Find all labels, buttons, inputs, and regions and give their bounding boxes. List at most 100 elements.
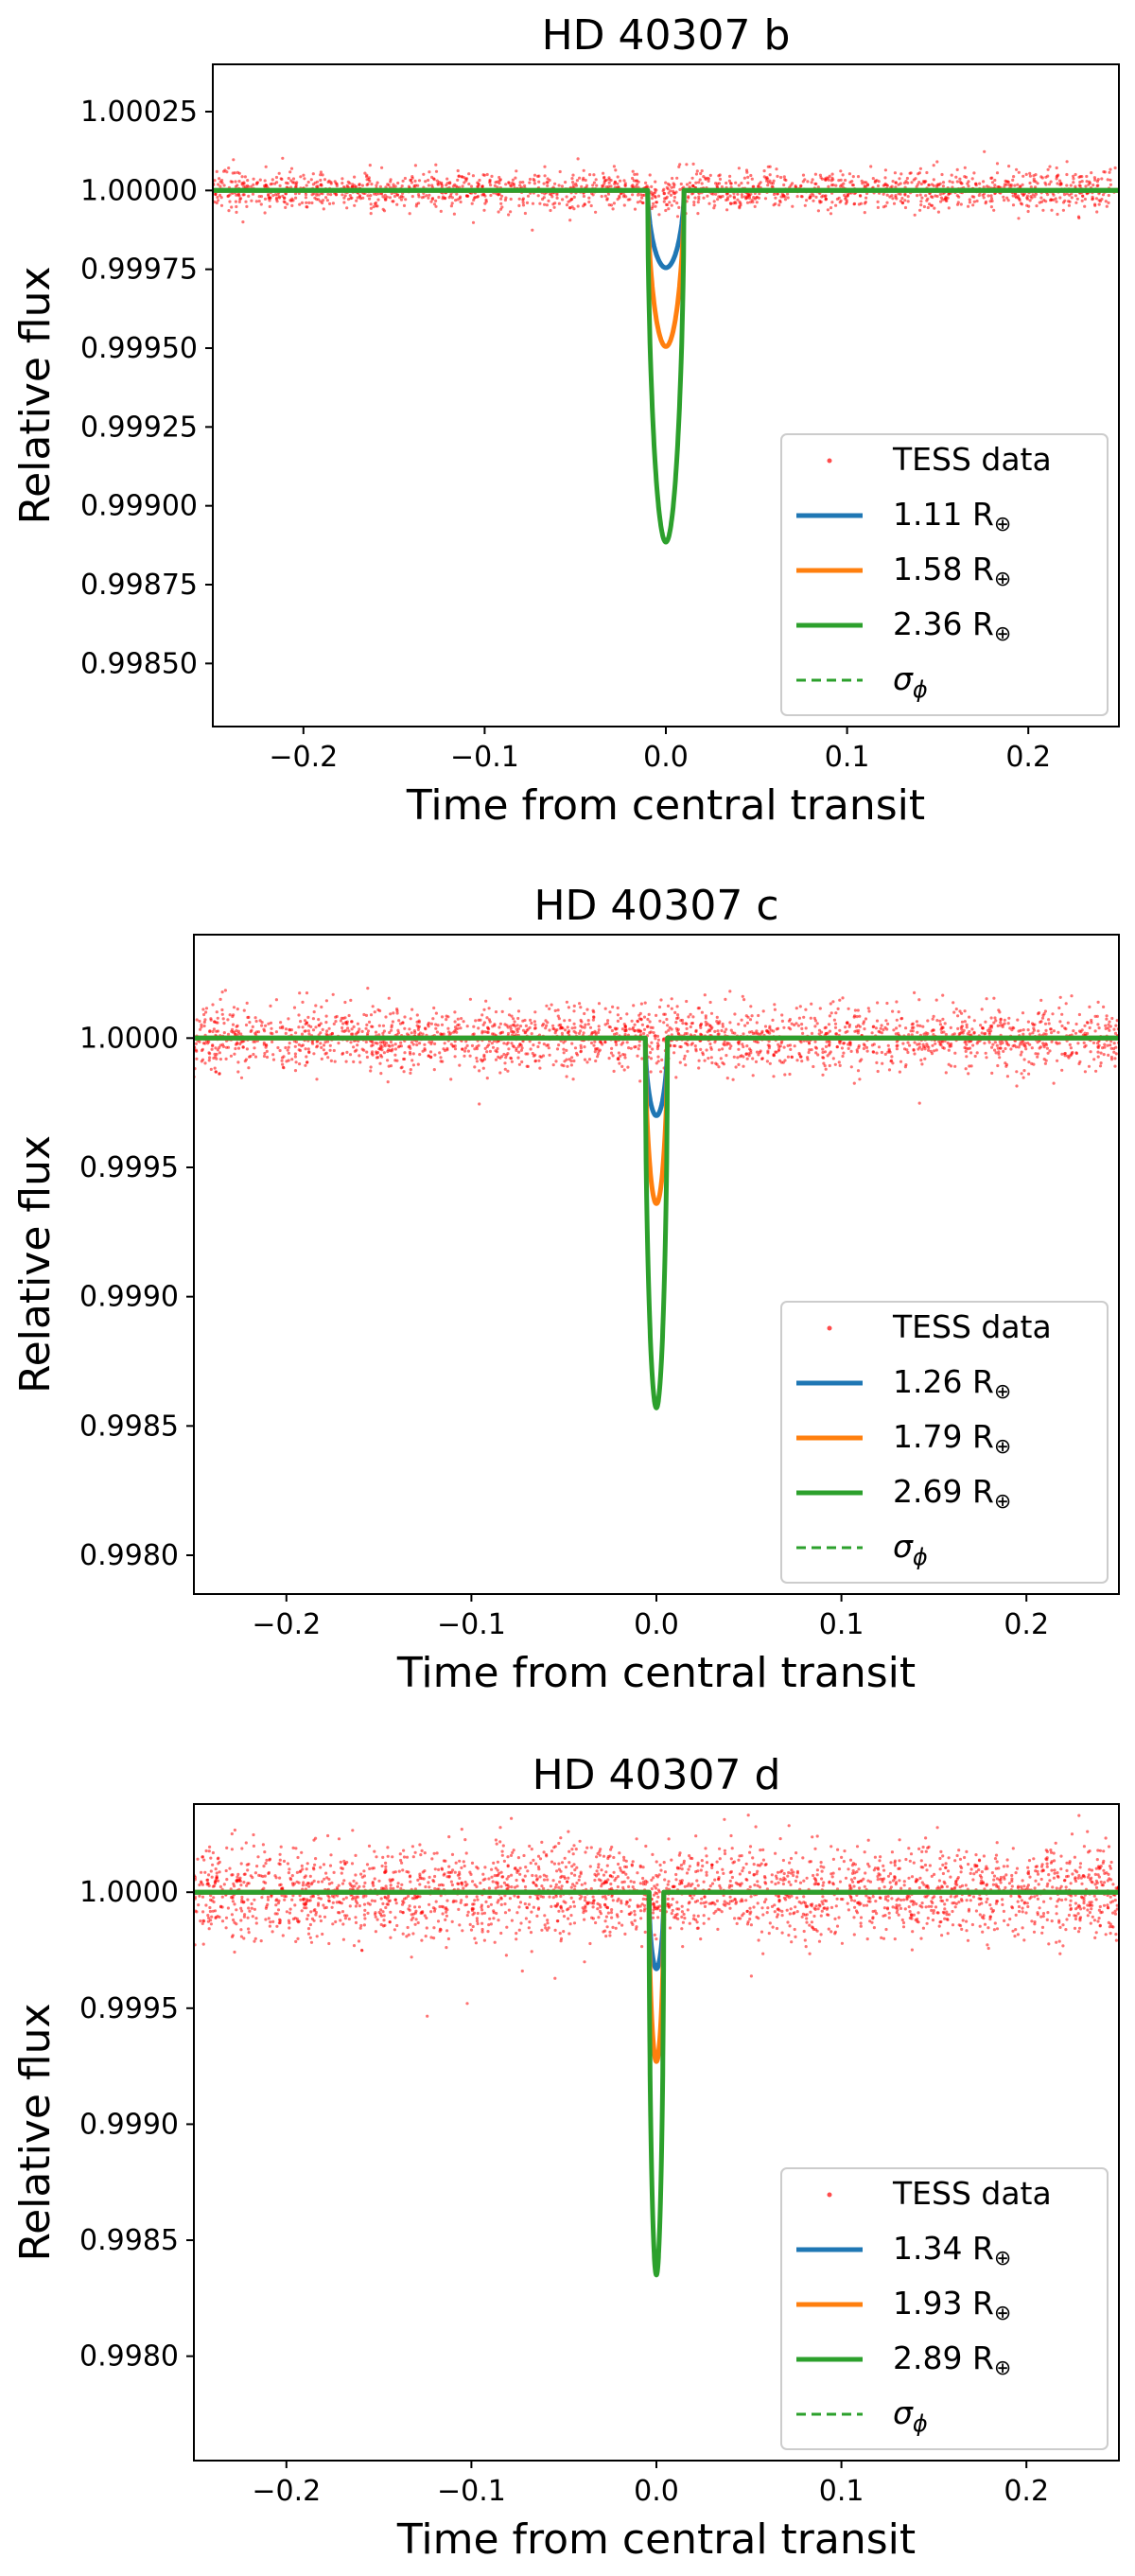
tess-data-point <box>216 1022 218 1025</box>
tess-data-point <box>412 1063 415 1066</box>
tess-data-point <box>812 194 814 197</box>
tess-data-point <box>829 1014 831 1017</box>
tess-data-point <box>247 1927 250 1930</box>
tess-data-point <box>723 1043 725 1046</box>
tess-data-point <box>543 166 546 168</box>
tess-data-point <box>910 1852 913 1855</box>
tess-data-point <box>398 1870 401 1873</box>
tess-data-point <box>378 1062 381 1065</box>
tess-data-point <box>1022 1077 1025 1079</box>
tess-data-point <box>379 1072 382 1075</box>
tess-data-point <box>1068 204 1071 207</box>
tess-data-point <box>613 1033 616 1036</box>
tess-data-point <box>632 170 635 173</box>
tess-data-point <box>994 1019 997 1022</box>
tess-data-point <box>329 1853 332 1856</box>
tess-data-point <box>663 201 666 203</box>
tess-data-point <box>955 1008 958 1010</box>
tess-data-point <box>333 1871 336 1874</box>
tess-data-point <box>906 182 909 184</box>
tess-data-point <box>479 1019 481 1022</box>
tess-data-point <box>343 1001 346 1004</box>
tess-data-point <box>1114 1032 1117 1035</box>
tess-data-point <box>488 1007 491 1009</box>
tess-data-point <box>999 1043 1002 1045</box>
tess-data-point <box>395 1060 398 1062</box>
tess-data-point <box>1113 1042 1116 1044</box>
tess-data-point <box>524 212 527 215</box>
tess-data-point <box>1113 1057 1116 1060</box>
tess-data-point <box>314 1004 317 1007</box>
tess-data-point <box>989 1025 992 1027</box>
tess-data-point <box>600 1042 602 1044</box>
tess-data-point <box>349 194 352 197</box>
tess-data-point <box>323 1043 325 1046</box>
tess-data-point <box>742 1032 744 1035</box>
tess-data-point <box>213 1021 216 1024</box>
tess-data-point <box>888 196 891 199</box>
tess-data-point <box>550 1861 553 1864</box>
tess-data-point <box>638 1079 641 1082</box>
tess-data-point <box>705 1014 707 1017</box>
tess-data-point <box>768 1026 771 1029</box>
tess-data-point <box>933 178 935 181</box>
tess-data-point <box>942 184 945 187</box>
tess-data-point <box>598 1002 601 1005</box>
tess-data-point <box>305 196 307 199</box>
tess-data-point <box>899 1071 901 1074</box>
tess-data-point <box>368 180 371 183</box>
tess-data-point <box>910 171 913 174</box>
tess-data-point <box>608 1934 611 1936</box>
tess-data-point <box>402 180 405 183</box>
tess-data-point <box>252 1053 254 1056</box>
tess-data-point <box>250 1030 253 1033</box>
tess-data-point <box>1023 1058 1026 1060</box>
tess-data-point <box>1039 1046 1041 1049</box>
tess-data-point <box>996 171 999 174</box>
tess-data-point <box>288 1912 291 1915</box>
tess-data-point <box>1027 205 1030 208</box>
tess-data-point <box>1050 1027 1053 1030</box>
tess-data-point <box>935 999 938 1002</box>
tess-data-point <box>369 1069 372 1072</box>
tess-data-point <box>1034 173 1037 176</box>
tess-data-point <box>1053 1851 1056 1854</box>
tess-data-point <box>828 1928 830 1931</box>
tess-data-point <box>525 1029 528 1032</box>
tess-data-point <box>842 1052 845 1055</box>
tess-data-point <box>940 197 943 200</box>
tess-data-point <box>482 1024 485 1026</box>
tess-data-point <box>359 1927 362 1930</box>
tess-data-point <box>820 201 823 203</box>
tess-data-point <box>301 1033 304 1036</box>
tess-data-point <box>899 200 902 202</box>
tess-data-point <box>1106 1014 1109 1017</box>
tess-data-point <box>968 1041 970 1043</box>
tess-data-point <box>1060 1899 1063 1901</box>
tess-data-point <box>1067 1022 1070 1025</box>
tess-data-point <box>1027 1073 1030 1076</box>
tess-data-point <box>394 184 397 187</box>
tess-data-point <box>1015 1914 1018 1917</box>
tess-data-point <box>899 1017 902 1020</box>
tess-data-point <box>933 164 935 166</box>
tess-data-point <box>518 1063 521 1066</box>
tess-data-point <box>744 1899 747 1901</box>
tess-data-point <box>897 184 899 186</box>
tess-data-point <box>706 195 708 198</box>
tess-data-point <box>583 195 585 198</box>
tess-data-point <box>858 1015 861 1018</box>
tess-data-point <box>387 1080 390 1083</box>
tess-data-point <box>218 177 220 180</box>
tess-data-point <box>477 1912 480 1915</box>
tess-data-point <box>248 1021 251 1024</box>
tess-data-point <box>456 179 459 182</box>
tess-data-point <box>486 1031 489 1034</box>
tess-data-point <box>572 1060 575 1062</box>
tess-data-point <box>1109 1932 1112 1935</box>
tess-data-point <box>685 1000 688 1003</box>
tess-data-point <box>396 1011 399 1014</box>
tess-data-point <box>355 1049 358 1052</box>
